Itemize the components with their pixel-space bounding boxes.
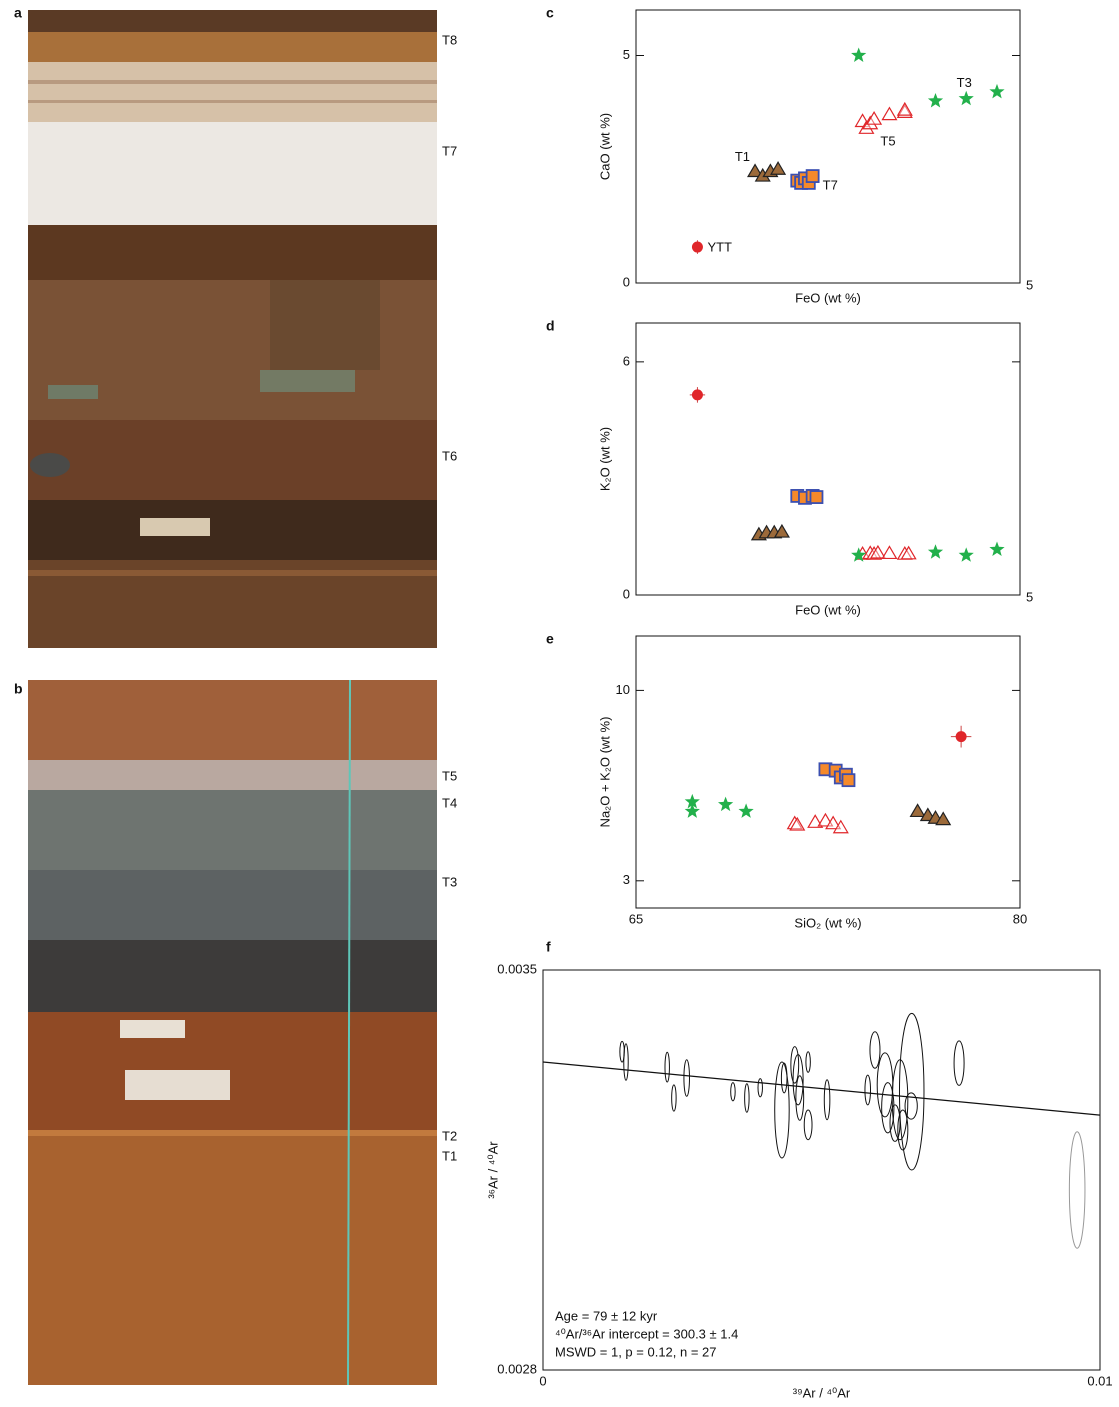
error-ellipse — [758, 1079, 762, 1097]
error-ellipse — [791, 1047, 799, 1084]
point — [898, 103, 912, 115]
series-label: T7 — [823, 178, 838, 193]
page: {"photos": [ {"panel": "a", "layers": ["… — [0, 0, 1119, 1407]
y-axis-label: ³⁶Ar / ⁴⁰Ar — [485, 1141, 500, 1199]
fit-line — [543, 1062, 1100, 1115]
layer-label: T8 — [442, 32, 457, 47]
annotation: Age = 79 ± 12 kyr — [555, 1308, 658, 1323]
y-tick-label: 10 — [616, 682, 630, 697]
point — [928, 93, 943, 108]
series-label: T1 — [735, 149, 750, 164]
layer-label: T4 — [442, 795, 457, 810]
error-ellipse — [745, 1084, 749, 1113]
x-axis-label: ³⁹Ar / ⁴⁰Ar — [793, 1385, 851, 1400]
y-tick-label: 0 — [623, 274, 630, 289]
error-ellipse — [672, 1085, 676, 1111]
photo-b — [28, 680, 437, 1385]
y-tick-label: 3 — [623, 872, 630, 887]
layer-label: T6 — [442, 448, 457, 463]
error-ellipse — [804, 1110, 812, 1140]
x-axis-label: SiO₂ (wt %) — [794, 915, 861, 930]
panel-letter: b — [14, 681, 23, 697]
error-ellipse — [781, 1063, 787, 1093]
y-tick-label: 0.0035 — [497, 961, 537, 976]
panel-letter: a — [14, 5, 22, 21]
layer-label: T3 — [442, 874, 457, 889]
y-axis-label: K₂O (wt %) — [597, 427, 612, 491]
layer-label: T7 — [442, 143, 457, 158]
annotation: MSWD = 1, p = 0.12, n = 27 — [555, 1344, 717, 1359]
y-tick-label: 6 — [623, 353, 630, 368]
point — [810, 491, 822, 503]
point — [989, 84, 1004, 99]
error-ellipse — [824, 1080, 830, 1120]
point — [739, 803, 754, 818]
point — [851, 48, 866, 63]
error-ellipse — [665, 1052, 669, 1082]
annotation: ⁴⁰Ar/³⁶Ar intercept = 300.3 ± 1.4 — [555, 1326, 738, 1341]
error-ellipse — [870, 1032, 880, 1069]
point — [807, 170, 819, 182]
point — [692, 389, 703, 400]
x-tick-label: 5 — [1026, 277, 1033, 292]
plot-frame — [636, 10, 1020, 283]
point — [959, 547, 974, 561]
point — [882, 546, 896, 558]
series-label: YTT — [707, 239, 732, 254]
point — [956, 731, 967, 742]
y-tick-label: 5 — [623, 47, 630, 62]
point — [989, 542, 1004, 557]
photo-a — [28, 10, 437, 648]
panel-letter: e — [546, 631, 554, 647]
y-axis-label: Na₂O + K₂O (wt %) — [597, 717, 612, 828]
point — [685, 803, 700, 818]
point — [692, 242, 703, 253]
error-ellipse — [1069, 1132, 1085, 1249]
point — [882, 108, 896, 120]
x-tick-label: 0 — [539, 1373, 546, 1388]
error-ellipse — [624, 1044, 628, 1081]
series-label: T5 — [880, 134, 895, 149]
layer-label: T1 — [442, 1148, 457, 1163]
y-tick-label: 0.0028 — [497, 1361, 537, 1376]
x-tick-label: 0.01 — [1087, 1373, 1112, 1388]
x-tick-label: 5 — [1026, 589, 1033, 604]
error-ellipse — [796, 1076, 804, 1121]
x-tick-label: 80 — [1013, 911, 1027, 926]
figure: a T8 T7 T6 b T5 T4 T3 T2 T1 c 0 5 5 FeO (wt %) CaO (wt … — [0, 0, 1119, 1402]
error-ellipse — [806, 1052, 810, 1073]
panel-letter: f — [546, 939, 551, 955]
x-tick-label: 65 — [629, 911, 643, 926]
x-axis-label: FeO (wt %) — [795, 602, 861, 617]
x-axis-label: FeO (wt %) — [795, 290, 861, 305]
panel-letter: c — [546, 5, 554, 21]
error-ellipse — [865, 1075, 871, 1105]
error-ellipse — [731, 1083, 735, 1101]
point — [842, 774, 854, 786]
error-ellipse — [684, 1060, 690, 1097]
point — [959, 91, 974, 106]
y-tick-label: 0 — [623, 586, 630, 601]
error-ellipse — [899, 1013, 924, 1170]
error-ellipse — [954, 1041, 964, 1086]
point — [718, 797, 733, 812]
point — [911, 804, 925, 816]
series-label: T3 — [957, 75, 972, 90]
point — [928, 544, 943, 558]
panel-letter: d — [546, 318, 555, 334]
layer-label: T5 — [442, 768, 457, 783]
y-axis-label: CaO (wt %) — [597, 113, 612, 180]
layer-label: T2 — [442, 1128, 457, 1143]
